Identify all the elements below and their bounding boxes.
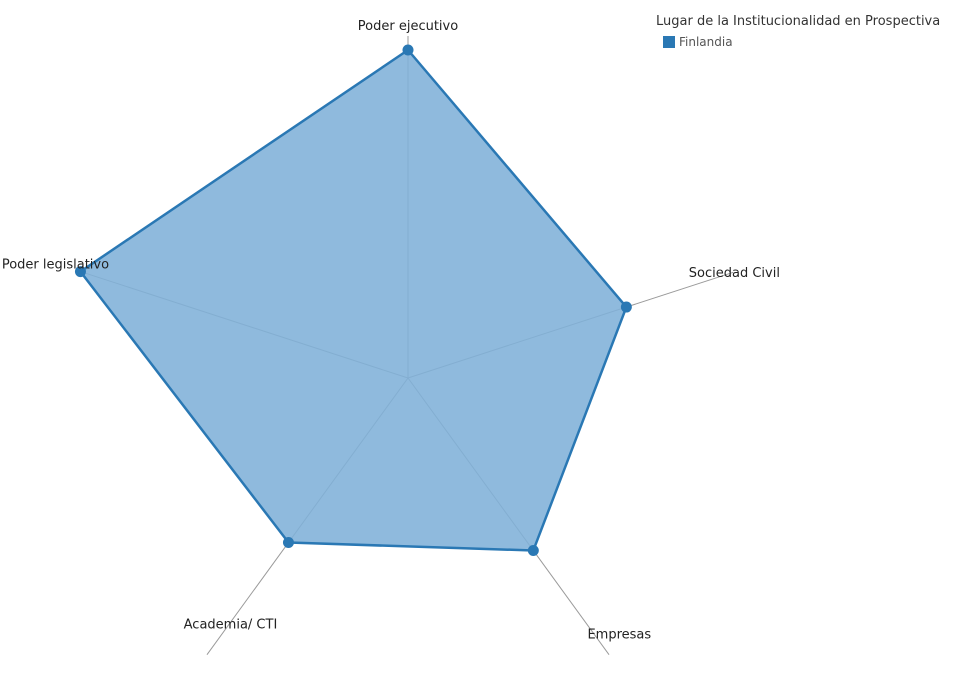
legend-title: Lugar de la Institucionalidad en Prospec…	[656, 14, 941, 29]
data-points	[74, 44, 632, 556]
data-point-empresas[interactable]	[527, 544, 539, 556]
data-point-academia-cti[interactable]	[282, 537, 294, 549]
axis-label-empresas: Empresas	[587, 627, 651, 642]
legend: Lugar de la Institucionalidad en Prospec…	[656, 14, 940, 49]
legend-label: Finlandia	[679, 35, 733, 49]
legend-swatch	[663, 36, 675, 48]
data-point-poder-legislativo[interactable]	[74, 266, 86, 278]
legend-item-finlandia[interactable]: Finlandia	[656, 35, 940, 49]
axis-label-sociedad-civil: Sociedad Civil	[689, 266, 780, 281]
axis-label-academia-cti: Academia/ CTI	[184, 618, 278, 633]
series-area-group	[79, 48, 628, 552]
data-point-sociedad-civil[interactable]	[620, 301, 632, 313]
axis-labels: Poder ejecutivo Sociedad Civil Empresas Aca…	[2, 19, 780, 642]
axis-label-poder-ejecutivo: Poder ejecutivo	[358, 19, 458, 34]
axis-label-poder-legislativo: Poder legislativo	[2, 258, 109, 273]
data-point-poder-ejecutivo[interactable]	[402, 44, 414, 56]
series-area-finlandia	[79, 48, 628, 552]
